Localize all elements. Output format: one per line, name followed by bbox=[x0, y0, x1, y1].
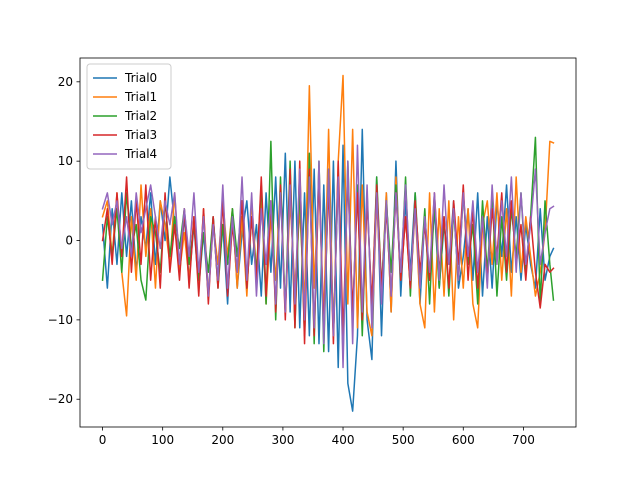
y-tick-label: 20 bbox=[58, 75, 73, 89]
x-tick-label: 200 bbox=[211, 433, 234, 447]
plot-border bbox=[79, 57, 577, 428]
x-tick-label: 400 bbox=[332, 433, 355, 447]
x-axis: 0 100 200 300 400 500 600 700 bbox=[99, 427, 535, 447]
y-axis: −20 −10 0 10 20 bbox=[48, 75, 80, 406]
x-tick-label: 300 bbox=[271, 433, 294, 447]
series-line-trial4 bbox=[101, 144, 555, 369]
y-tick-label: 0 bbox=[65, 234, 73, 248]
legend-box bbox=[86, 63, 172, 170]
y-tick-label: −10 bbox=[48, 313, 73, 327]
x-tick-label: 100 bbox=[151, 433, 174, 447]
x-tick-label: 0 bbox=[99, 433, 107, 447]
legend-label-trial2: Trial2 bbox=[124, 109, 157, 123]
legend-label-trial3: Trial3 bbox=[124, 128, 157, 142]
legend-label-trial0: Trial0 bbox=[124, 71, 157, 85]
y-tick-label: 10 bbox=[58, 154, 73, 168]
legend-label-trial1: Trial1 bbox=[124, 90, 157, 104]
x-tick-label: 600 bbox=[452, 433, 475, 447]
legend-label-trial4: Trial4 bbox=[124, 147, 157, 161]
legend: Trial0 Trial1 Trial2 Trial3 Trial4 bbox=[86, 63, 172, 170]
x-tick-label: 500 bbox=[392, 433, 415, 447]
x-tick-label: 700 bbox=[512, 433, 535, 447]
series-layer bbox=[101, 74, 555, 412]
axes-frame bbox=[79, 57, 577, 428]
y-tick-label: −20 bbox=[48, 392, 73, 406]
